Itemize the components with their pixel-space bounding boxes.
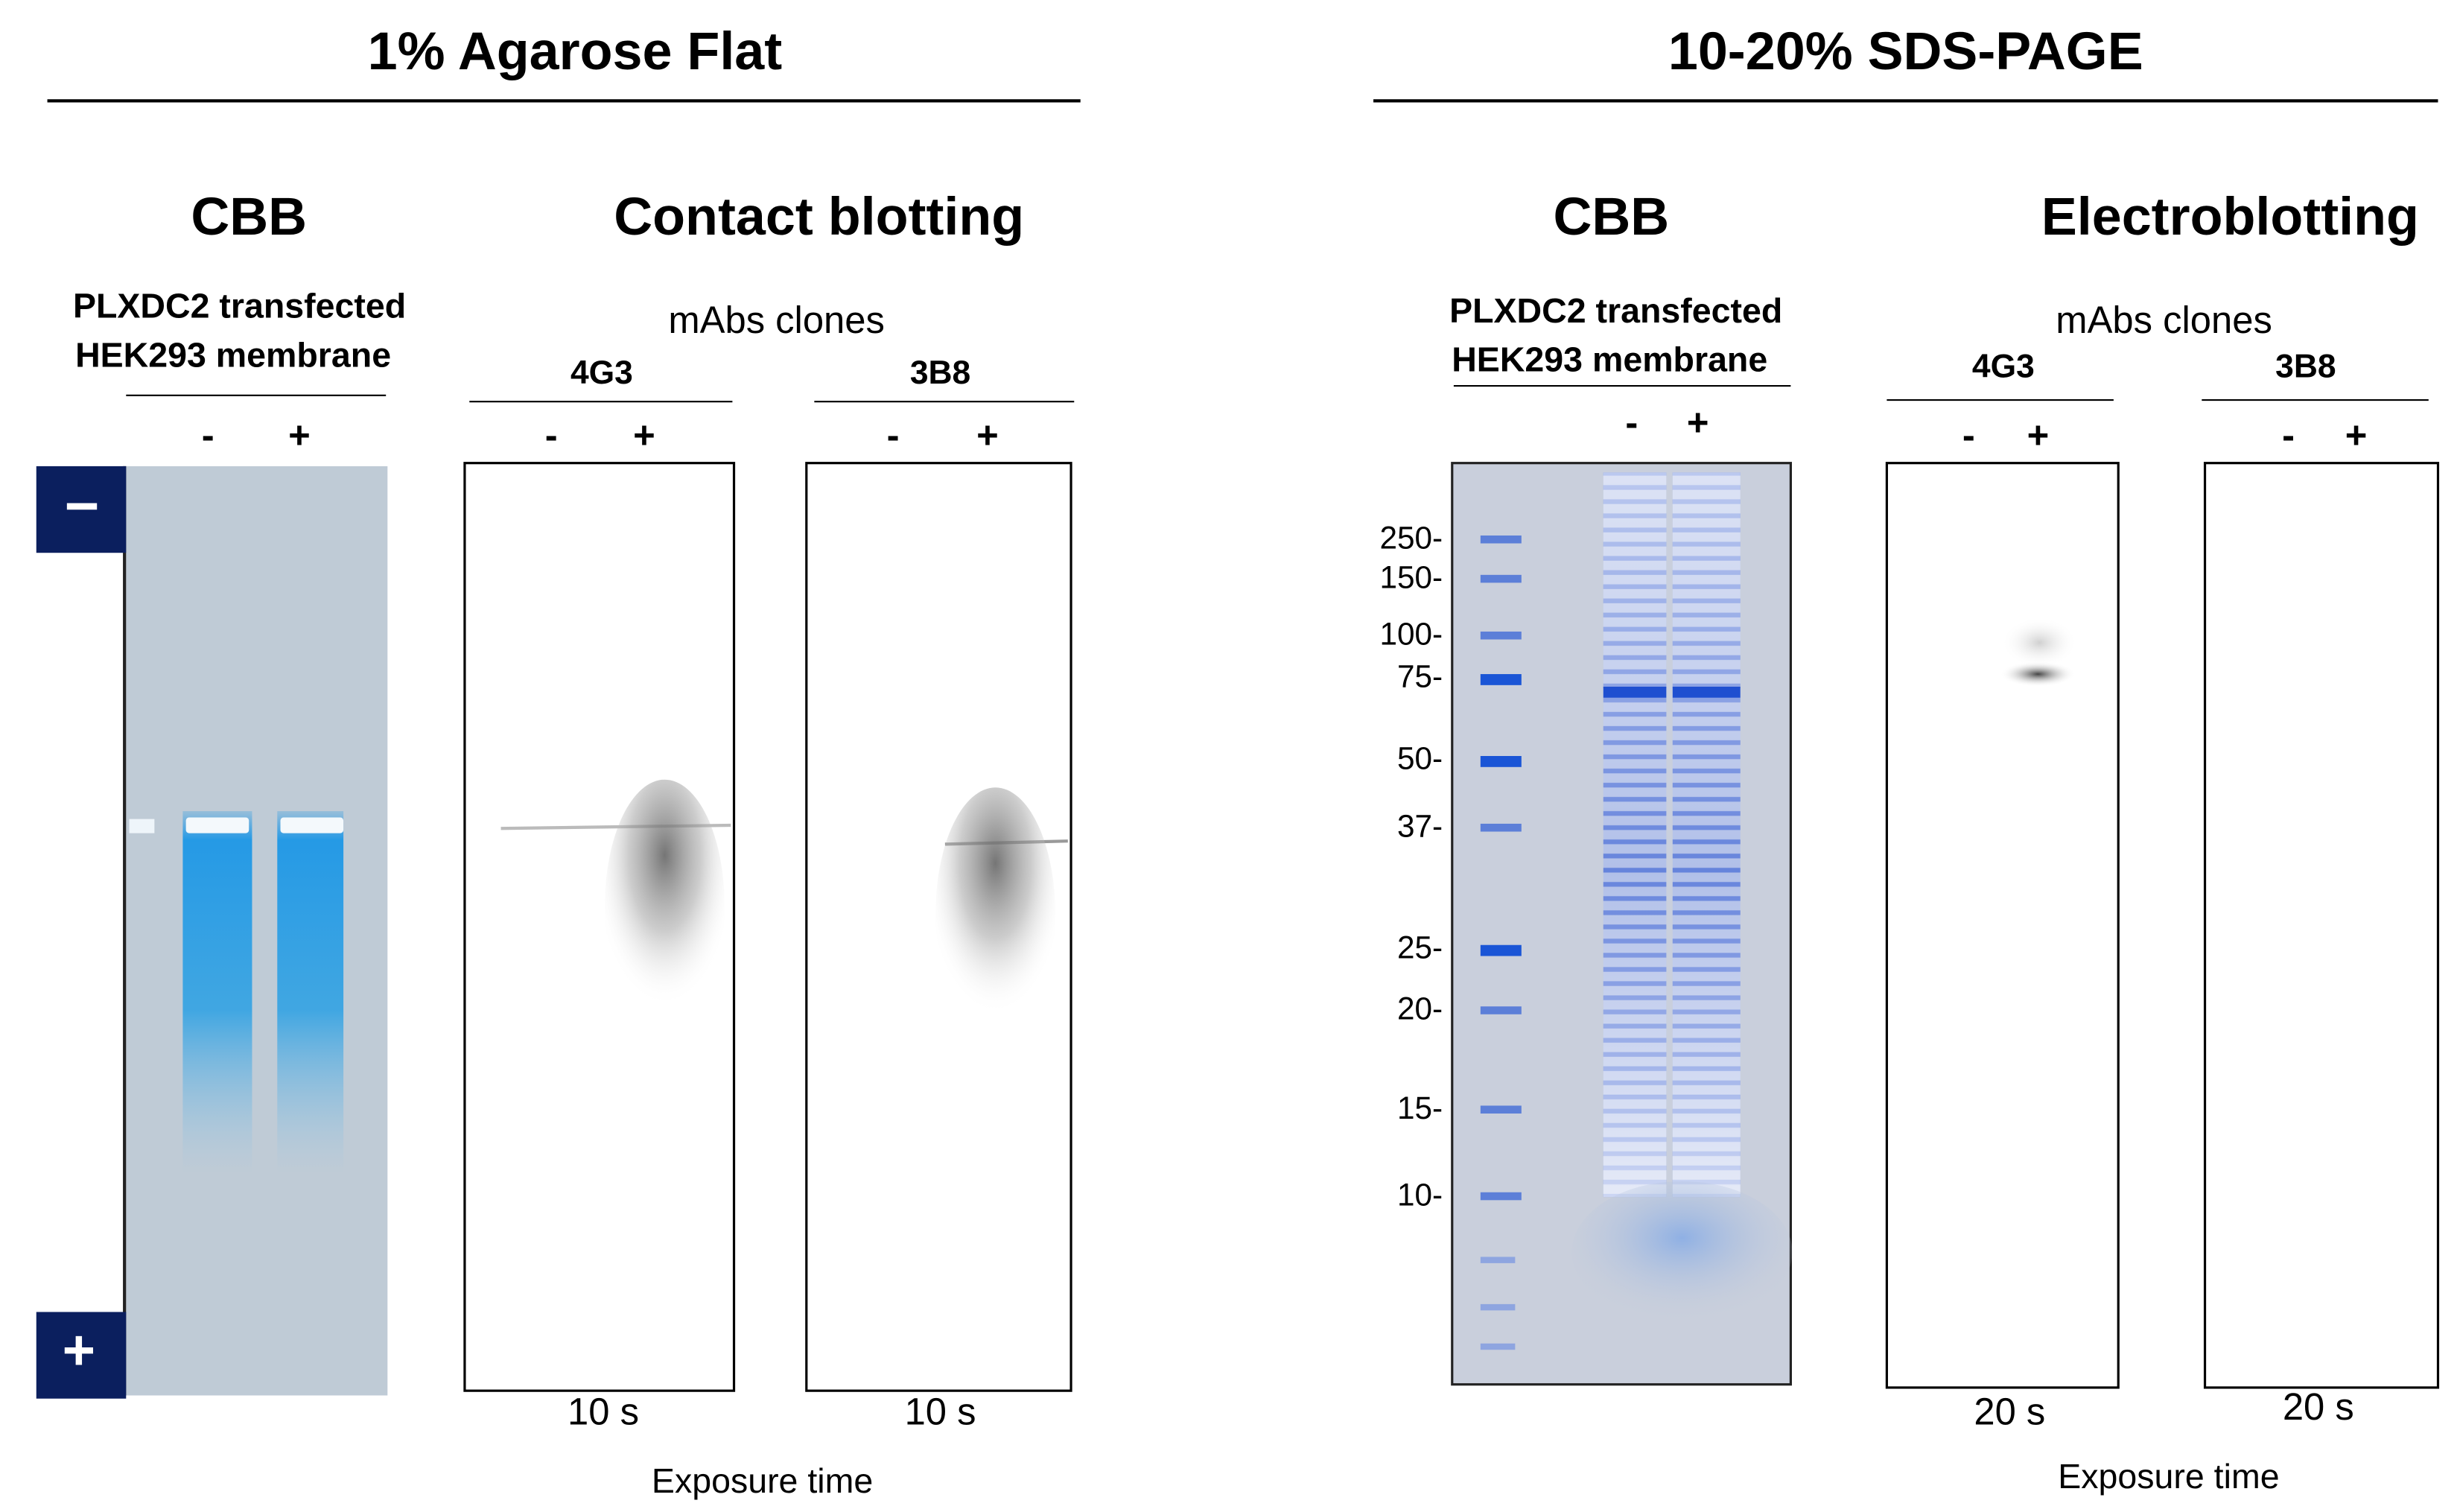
subheading: mAbs clones: [668, 299, 885, 341]
clone-label: 4G3: [1972, 349, 2035, 385]
marker-label: 100-: [1379, 616, 1443, 651]
ladder-band: [1480, 1303, 1516, 1311]
heading: CBB: [1553, 187, 1669, 247]
lane-sign: -: [2282, 413, 2295, 456]
agarose-gel: [36, 466, 388, 1399]
ladder-band: [1480, 823, 1522, 832]
marker-label: 75-: [1397, 659, 1443, 694]
lane-sign: +: [2345, 413, 2368, 456]
sample-label: PLXDC2 transfected: [1449, 291, 1782, 330]
ladder-band: [1480, 1105, 1522, 1114]
marker-label: 10-: [1397, 1177, 1443, 1212]
marker-label: 37-: [1397, 808, 1443, 843]
exposure-label: 20 s: [2283, 1385, 2354, 1428]
ladder-band: [1480, 574, 1522, 583]
marker-label: 250-: [1379, 520, 1443, 555]
heading: CBB: [191, 187, 307, 247]
lane-sign: -: [545, 413, 558, 456]
blot-image: [2203, 462, 2440, 1389]
footer-label: Exposure time: [2058, 1457, 2279, 1496]
clone-label: 4G3: [570, 355, 633, 391]
clone-label: 3B8: [910, 355, 970, 391]
ladder-band: [1480, 1343, 1516, 1350]
subheading: mAbs clones: [2056, 299, 2272, 341]
lane-sign: -: [202, 413, 214, 456]
marker-label: 150-: [1379, 559, 1443, 594]
footer-label: Exposure time: [652, 1461, 873, 1500]
electrode-label: −: [65, 472, 100, 539]
exposure-label: 10 s: [568, 1390, 639, 1432]
lane-sign: -: [1962, 413, 1975, 456]
lane-sign: +: [2027, 413, 2050, 456]
exposure-label: 10 s: [905, 1390, 976, 1432]
marker-label: 15-: [1397, 1090, 1443, 1125]
ladder-band: [1480, 631, 1522, 640]
electrode-label: +: [63, 1319, 95, 1382]
heading: Contact blotting: [614, 187, 1024, 247]
ladder-band: [1480, 1257, 1516, 1263]
ladder-band: [1480, 756, 1522, 767]
lane-sign: -: [887, 413, 900, 456]
heading: Electroblotting: [2041, 187, 2419, 247]
sample-label: HEK293 membrane: [1452, 340, 1767, 379]
ladder-band: [1480, 944, 1522, 956]
panel-title: 1% Agarose Flat: [368, 22, 783, 81]
ladder-band: [1480, 674, 1522, 685]
lane-sign: +: [633, 413, 655, 456]
lane-sign: +: [288, 413, 311, 456]
exposure-label: 20 s: [1974, 1390, 2045, 1432]
ladder-band: [1480, 1006, 1522, 1014]
ladder-band: [1480, 535, 1522, 544]
lane-sign: +: [1687, 401, 1709, 443]
clone-label: 3B8: [2275, 349, 2336, 385]
lane-sign: -: [1625, 401, 1638, 443]
marker-label: 25-: [1397, 930, 1443, 965]
blot-image: [1885, 462, 2120, 1389]
blot-image: [805, 462, 1072, 1392]
marker-label: 20-: [1397, 991, 1443, 1026]
ladder-band: [1480, 1192, 1522, 1201]
blot-image: [463, 462, 736, 1392]
sample-label: HEK293 membrane: [75, 335, 391, 374]
panel-title: 10-20% SDS-PAGE: [1668, 22, 2143, 81]
sds-gel: [1451, 462, 1793, 1386]
marker-label: 50-: [1397, 741, 1443, 776]
sample-label: PLXDC2 transfected: [73, 287, 406, 325]
lane-sign: +: [976, 413, 999, 456]
